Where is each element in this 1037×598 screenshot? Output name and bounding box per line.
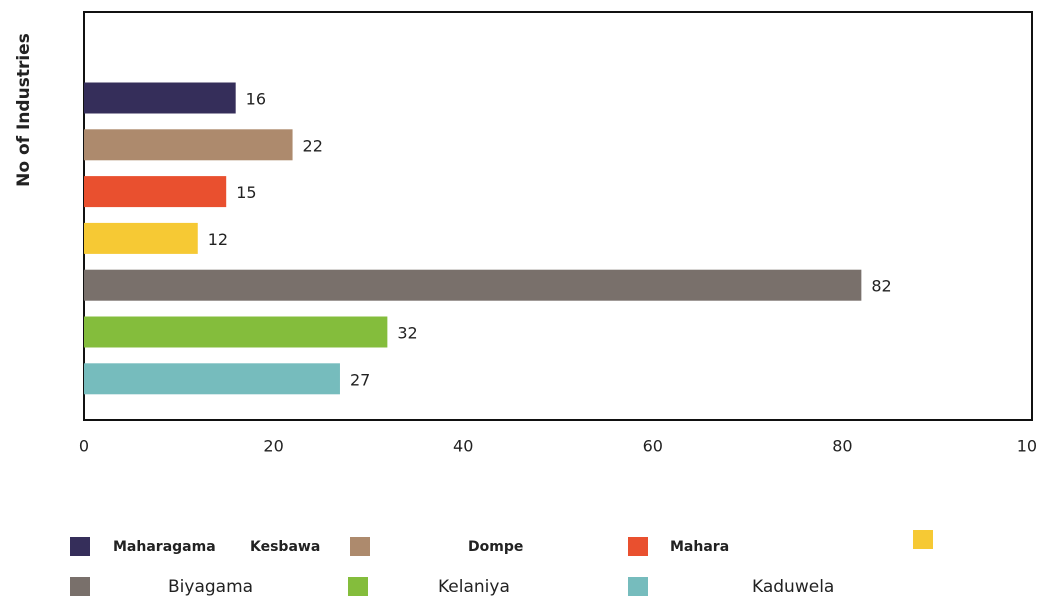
legend-label: Biyagama [168,577,253,597]
data-label: 16 [246,90,266,109]
bar [84,176,227,208]
legend-swatch [913,530,933,549]
legend-swatch [350,537,370,556]
legend-swatch [628,537,648,556]
bar [84,363,340,395]
data-label: 82 [871,277,891,296]
data-label: 22 [303,136,323,155]
bar [84,222,198,254]
legend-label: Kelaniya [438,577,510,597]
bar [84,316,388,348]
data-label: 27 [350,370,370,389]
legend-label: Dompe [468,539,523,555]
legend-label: Maharagama [113,539,216,555]
bar [84,82,236,114]
bar [84,269,862,301]
data-label: 12 [208,230,228,249]
legend-swatch [628,577,648,596]
x-tick-label: 20 [263,437,283,456]
legend-label: Kaduwela [752,577,834,597]
data-label: 15 [236,183,256,202]
x-tick-label: 60 [643,437,663,456]
x-tick-label: 100 [1017,437,1037,456]
x-tick-label: 40 [453,437,473,456]
plot-frame [83,11,1033,421]
x-tick-label: 80 [832,437,852,456]
data-label: 32 [397,324,417,343]
legend-label: Kesbawa [250,539,320,555]
x-tick-label: 0 [79,437,89,456]
legend-label: Mahara [670,539,729,555]
y-axis-label: No of Industries [14,33,34,187]
legend-swatch [70,537,90,556]
legend-swatch [348,577,368,596]
legend-swatch [70,577,90,596]
bar [84,129,293,161]
